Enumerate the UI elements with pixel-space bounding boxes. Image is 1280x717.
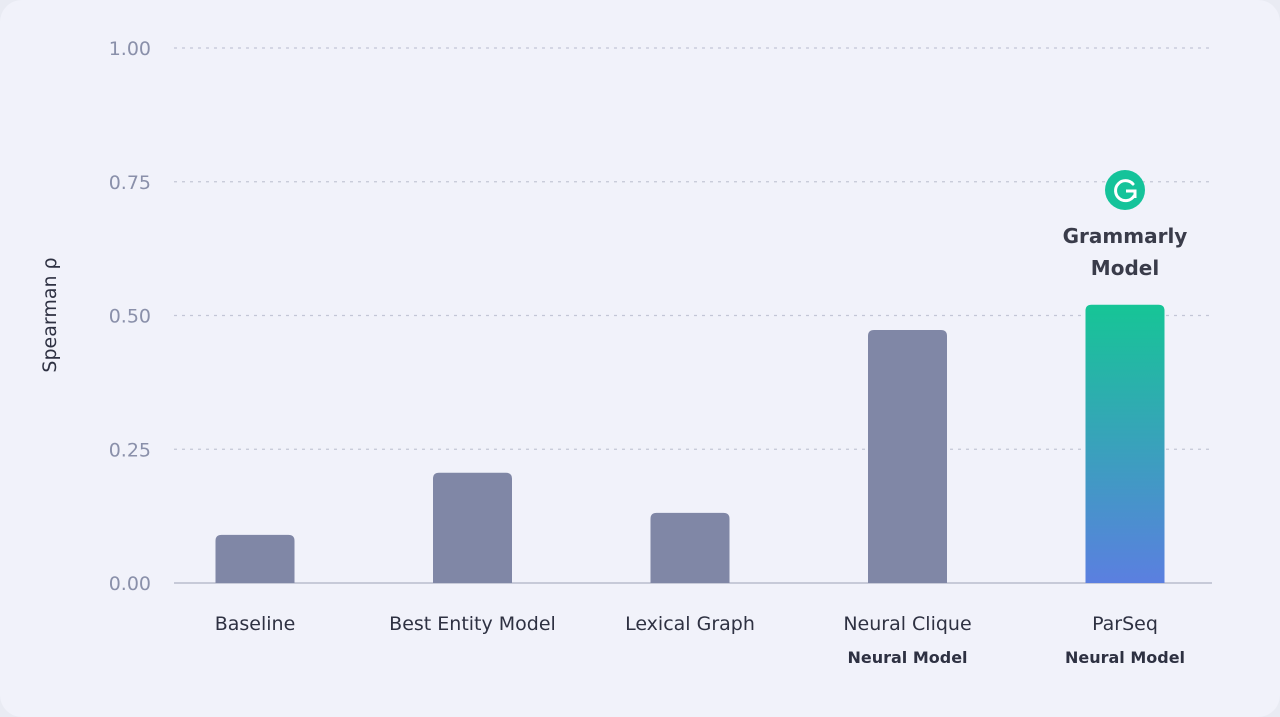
x-category-label: Lexical Graph [625,613,755,635]
x-category-label: Neural Clique [843,613,971,635]
y-tick-label: 0.00 [109,573,151,595]
bar [215,534,295,583]
bar [650,512,730,583]
bar [868,329,947,583]
x-category-sublabel: Neural Model [1065,648,1185,667]
x-category-label: ParSeq [1092,613,1158,635]
bar [1085,304,1165,583]
x-category-label: Baseline [215,613,296,635]
grammarly-logo-icon [1105,170,1145,210]
y-axis-label: Spearman ρ [39,257,61,372]
y-tick-label: 0.50 [109,306,151,328]
bar [433,472,512,583]
y-tick-label: 1.00 [109,38,151,60]
grammarly-g-arrow [1126,189,1137,198]
annotation-label: Grammarly [1063,224,1188,248]
x-category-label: Best Entity Model [389,613,556,635]
grammarly-g-glyph [1114,179,1136,203]
y-tick-label: 0.75 [109,172,151,194]
y-tick-label: 0.25 [109,439,151,461]
annotation-label: Model [1091,256,1159,280]
x-category-sublabel: Neural Model [847,648,967,667]
